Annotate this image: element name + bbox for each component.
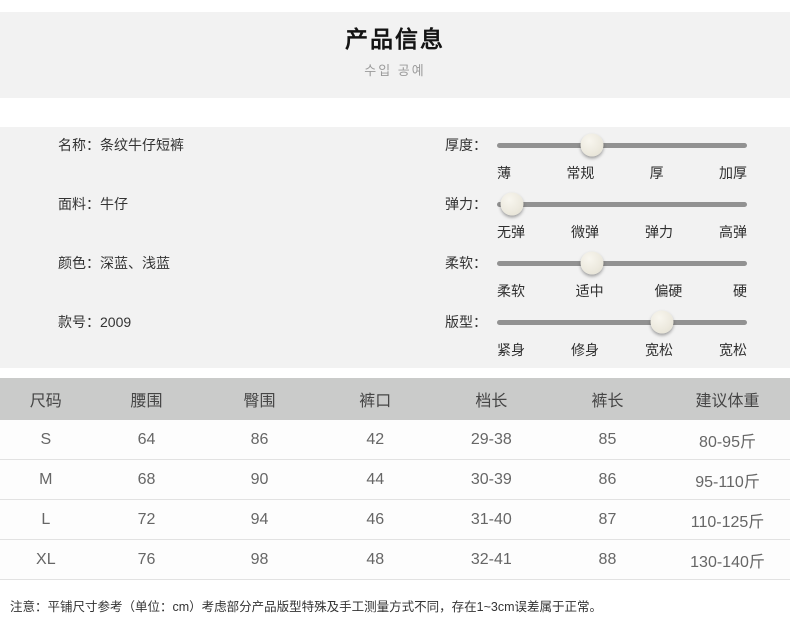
cell: 86 [250,430,269,448]
table-row-m: M 68 90 44 30-39 86 95-110斤 [0,460,790,500]
thickness-slider-track-wrap [497,133,747,157]
cell: 87 [598,510,617,528]
product-fabric-text: 面料：牛仔 [58,196,128,212]
cell: 64 [137,430,156,448]
tick-label: 宽松 [645,342,673,358]
tick-label: 柔软 [497,283,525,299]
cell: 30-39 [470,470,512,488]
size-table-header-row: 尺码 腰围 臀围 裤口 档长 裤长 建议体重 [0,378,790,420]
top-spacer [0,0,790,12]
col-header-length: 裤长 [591,393,624,410]
cell: L [41,510,51,528]
tick-label: 硬 [732,283,747,299]
attribute-row-color: 颜色：深蓝、浅蓝 柔软： 柔软 适中 偏硬 硬 [58,251,747,310]
cell: 68 [137,470,156,488]
cell: 98 [250,550,269,568]
tick-label: 无弹 [497,224,525,240]
elasticity-slider-label: 弹力： [445,196,487,212]
tick-label: 修身 [571,342,599,358]
page-title: 产品信息 [345,26,445,52]
tick-label: 厚 [649,165,664,181]
attribute-row-style-no: 款号：2009 版型： 紧身 修身 宽松 宽松 [58,310,747,368]
cell: XL [36,550,56,568]
fit-slider-track-wrap [497,310,747,334]
col-header-waist: 腰围 [130,393,163,410]
cell: 110-125斤 [690,513,765,531]
tick-label: 宽松 [719,342,747,358]
fit-slider-label: 版型： [445,314,487,330]
cell: 48 [366,550,385,568]
cell: 94 [250,510,269,528]
cell: 88 [598,550,617,568]
cell: 76 [137,550,156,568]
cell: 80-95斤 [699,433,756,451]
product-name-text: 名称：条纹牛仔短裤 [58,137,184,153]
size-table: 尺码 腰围 臀围 裤口 档长 裤长 建议体重 S 64 86 42 29-38 … [0,378,790,580]
softness-slider-label: 柔软： [445,255,487,271]
thickness-slider: 厚度： 薄 常规 厚 加厚 [445,133,747,181]
attribute-row-fabric: 面料：牛仔 弹力： 无弹 微弹 弹力 高弹 [58,192,747,251]
section-gap [0,98,790,127]
softness-slider-knob[interactable] [580,251,604,275]
cell: 32-41 [470,550,512,568]
cell: 130-140斤 [690,553,765,571]
fit-slider: 版型： 紧身 修身 宽松 宽松 [445,310,747,358]
elasticity-slider: 弹力： 无弹 微弹 弹力 高弹 [445,192,747,240]
thickness-slider-knob[interactable] [580,133,604,157]
product-color-text: 颜色：深蓝、浅蓝 [58,255,170,271]
fit-slider-ticks: 紧身 修身 宽松 宽松 [497,334,747,358]
tick-label: 加厚 [718,165,747,181]
softness-slider: 柔软： 柔软 适中 偏硬 硬 [445,251,747,299]
softness-slider-track[interactable] [497,251,747,275]
product-style-number-text: 款号：2009 [58,314,132,330]
cell: 29-38 [470,430,512,448]
cell: 46 [366,510,385,528]
cell: 86 [598,470,617,488]
thickness-slider-track[interactable] [497,133,747,157]
cell: 85 [598,430,617,448]
tick-label: 弹力 [645,224,673,240]
fit-slider-track[interactable] [497,310,747,334]
measurement-note: 注意：平铺尺寸参考（单位：cm）考虑部分产品版型特殊及手工测量方式不同，存在1~… [10,600,603,614]
col-header-weight: 建议体重 [695,393,760,410]
table-row-xl: XL 76 98 48 32-41 88 130-140斤 [0,540,790,580]
page-subtitle: 수입 공예 [364,63,426,78]
cell: M [39,470,53,488]
cell: 42 [366,430,385,448]
fit-slider-knob[interactable] [650,310,674,334]
tick-label: 高弹 [719,224,747,240]
product-attributes-section: 名称：条纹牛仔短裤 厚度： 薄 常规 厚 加厚 面料：牛仔 弹力： [0,127,790,368]
tick-label: 微弹 [571,224,599,240]
tick-label: 偏硬 [654,283,683,299]
product-info-page: 产品信息 수입 공예 名称：条纹牛仔短裤 厚度： 薄 常规 厚 加厚 [0,0,790,614]
tick-label: 紧身 [497,342,525,358]
cell: 90 [250,470,269,488]
softness-slider-track-wrap [497,251,747,275]
softness-slider-ticks: 柔软 适中 偏硬 硬 [497,275,747,299]
table-row-l: L 72 94 46 31-40 87 110-125斤 [0,500,790,540]
thickness-slider-ticks: 薄 常规 厚 加厚 [497,157,747,181]
col-header-rise: 档长 [475,393,508,410]
elasticity-slider-track[interactable] [497,192,747,216]
cell: 31-40 [470,510,512,528]
elasticity-slider-ticks: 无弹 微弹 弹力 高弹 [497,216,747,240]
thickness-slider-label: 厚度： [445,137,487,153]
col-header-hip: 臀围 [243,393,276,410]
tick-label: 适中 [575,283,604,299]
table-row-s: S 64 86 42 29-38 85 80-95斤 [0,420,790,460]
section-gap [0,368,790,378]
attribute-row-name: 名称：条纹牛仔短裤 厚度： 薄 常规 厚 加厚 [58,133,747,192]
cell: 44 [366,470,385,488]
cell: 95-110斤 [695,473,760,491]
elasticity-slider-track-wrap [497,192,747,216]
col-header-size: 尺码 [29,393,62,410]
tick-label: 薄 [497,165,511,181]
cell: S [40,430,52,448]
tick-label: 常规 [566,165,595,181]
cell: 72 [137,510,156,528]
col-header-leg-opening: 裤口 [359,393,392,410]
header-section: 产品信息 수입 공예 [0,12,790,98]
elasticity-slider-knob[interactable] [500,192,524,216]
